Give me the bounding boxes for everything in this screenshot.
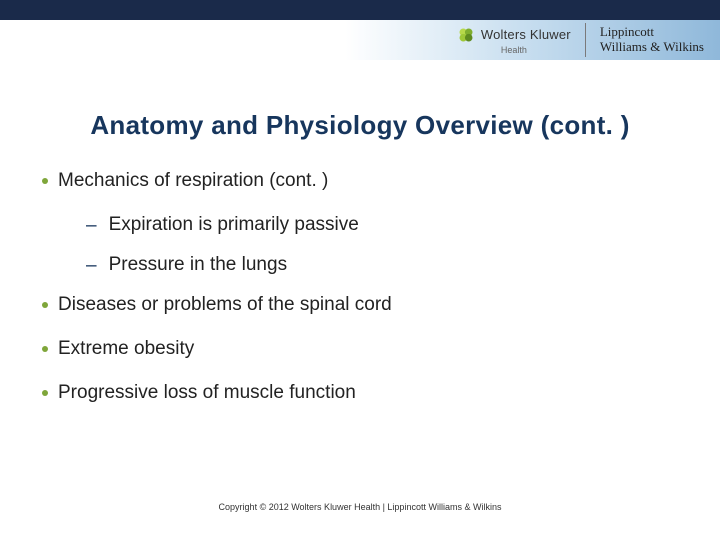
bullet-l1: Mechanics of respiration (cont. ): [42, 170, 678, 192]
bullet-l1: Progressive loss of muscle function: [42, 382, 678, 404]
clover-icon: [457, 26, 475, 44]
dash-icon: –: [86, 216, 97, 235]
bullet-dot-icon: [42, 390, 48, 396]
bullet-l2: – Expiration is primarily passive: [86, 214, 678, 236]
sublist: – Expiration is primarily passive – Pres…: [86, 214, 678, 276]
header-dark-bar: [0, 0, 720, 20]
slide: Wolters Kluwer Health Lippincott William…: [0, 0, 720, 540]
bullet-l1: Diseases or problems of the spinal cord: [42, 294, 678, 316]
copyright-footer: Copyright © 2012 Wolters Kluwer Health |…: [0, 502, 720, 512]
bullet-dot-icon: [42, 178, 48, 184]
brand-area: Wolters Kluwer Health Lippincott William…: [457, 20, 704, 60]
brand-left-name: Wolters Kluwer: [481, 27, 571, 42]
brand-divider: [585, 23, 586, 57]
brand-right-line1: Lippincott: [600, 25, 704, 40]
bullet-dot-icon: [42, 346, 48, 352]
brand-left-row: Wolters Kluwer: [457, 26, 571, 44]
bullet-text: Diseases or problems of the spinal cord: [58, 294, 392, 316]
subbullet-text: Pressure in the lungs: [109, 254, 288, 276]
brand-left-sub: Health: [501, 45, 527, 55]
brand-right-line2: Williams & Wilkins: [600, 40, 704, 55]
brand-right: Lippincott Williams & Wilkins: [600, 25, 704, 55]
content: Mechanics of respiration (cont. ) – Expi…: [42, 170, 678, 426]
subbullet-text: Expiration is primarily passive: [109, 214, 359, 236]
bullet-dot-icon: [42, 302, 48, 308]
bullet-text: Mechanics of respiration (cont. ): [58, 170, 328, 192]
bullet-text: Extreme obesity: [58, 338, 194, 360]
bullet-text: Progressive loss of muscle function: [58, 382, 356, 404]
header: Wolters Kluwer Health Lippincott William…: [0, 0, 720, 72]
bullet-l1: Extreme obesity: [42, 338, 678, 360]
bullet-l2: – Pressure in the lungs: [86, 254, 678, 276]
dash-icon: –: [86, 256, 97, 275]
brand-left: Wolters Kluwer Health: [457, 26, 571, 55]
page-title: Anatomy and Physiology Overview (cont. ): [0, 110, 720, 141]
